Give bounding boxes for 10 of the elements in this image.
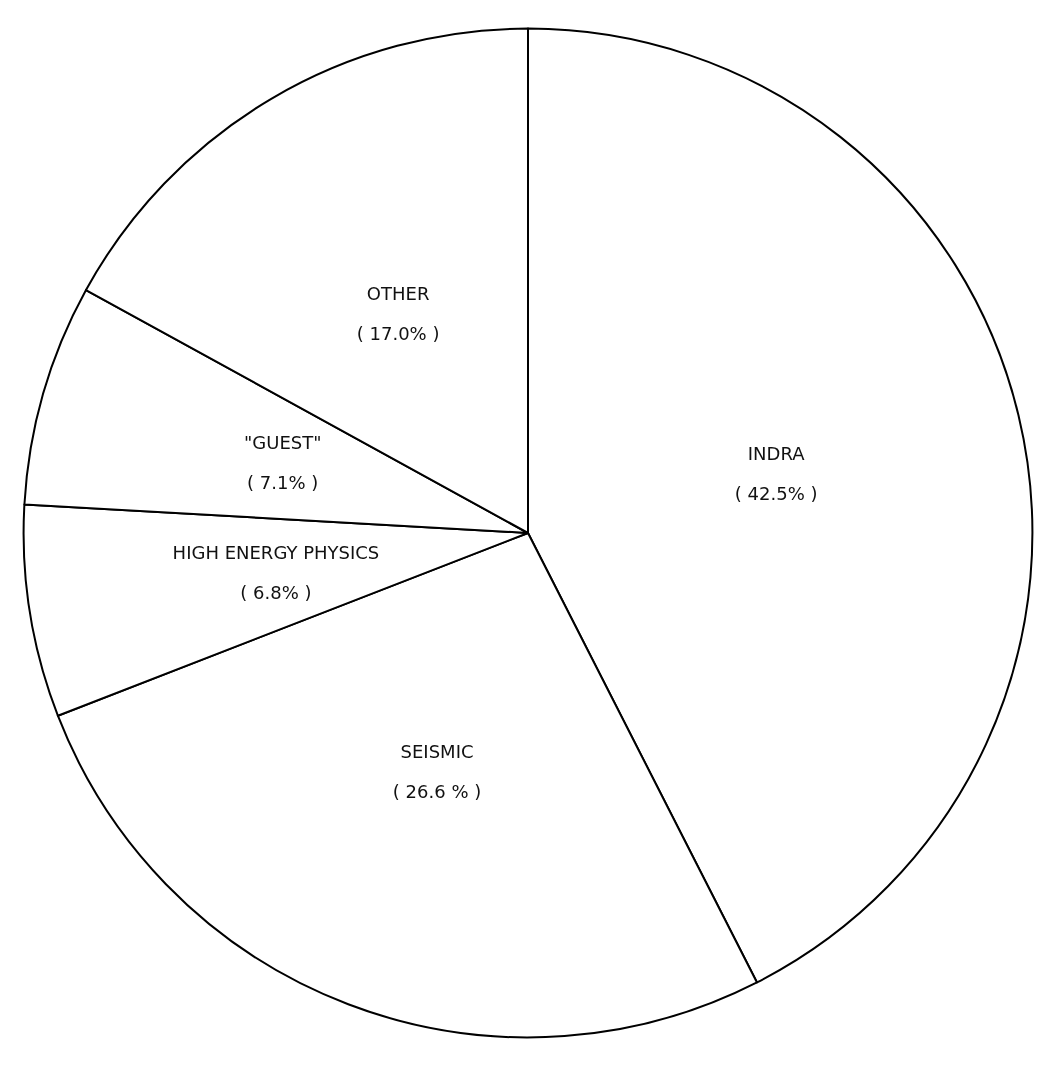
slice-label: "GUEST" bbox=[243, 432, 322, 454]
slice-label: SEISMIC bbox=[400, 740, 474, 762]
data-label: ( 17.0% ) bbox=[356, 322, 440, 344]
data-label: ( 7.1% ) bbox=[247, 472, 319, 494]
data-label: ( 26.6 % ) bbox=[392, 780, 482, 802]
data-label: ( 42.5% ) bbox=[734, 482, 818, 504]
slice-label: HIGH ENERGY PHYSICS bbox=[172, 542, 380, 564]
data-label: ( 6.8% ) bbox=[240, 582, 312, 604]
slice-label: OTHER bbox=[366, 282, 430, 304]
slice-label: INDRA bbox=[747, 442, 806, 464]
